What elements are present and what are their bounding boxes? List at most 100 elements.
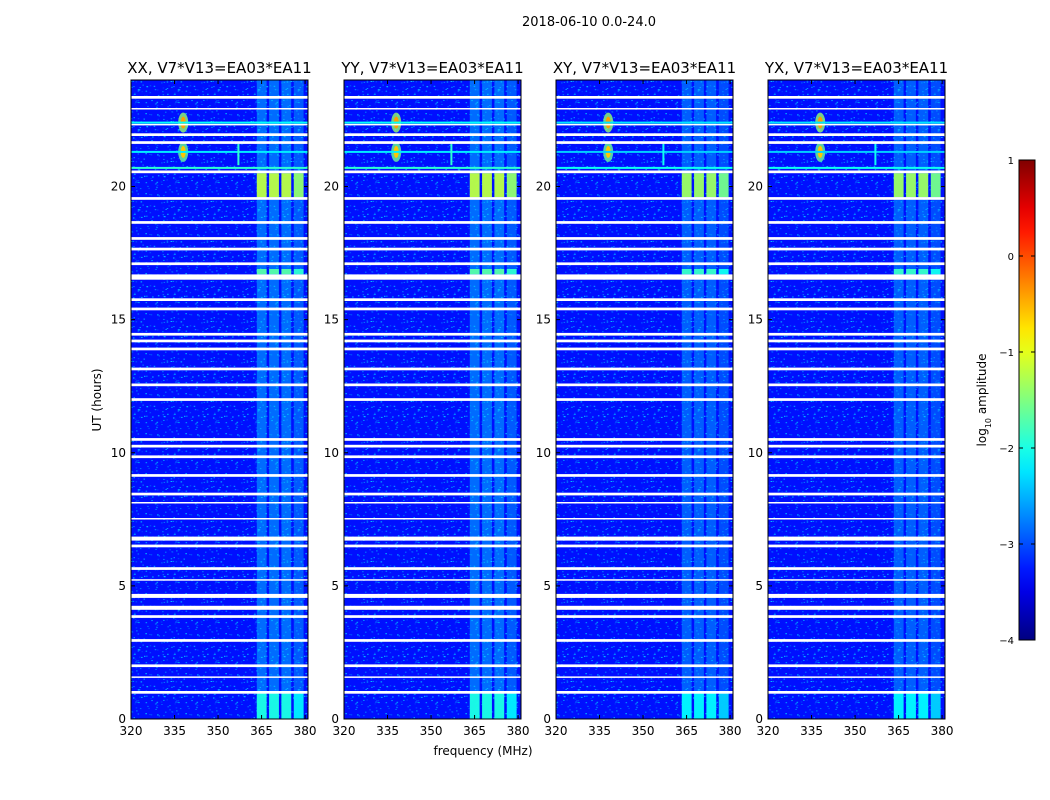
flagged-band: [131, 502, 308, 504]
rfi-block: [930, 692, 941, 719]
flagged-band: [131, 544, 308, 548]
flagged-band: [556, 444, 733, 448]
flagged-band: [556, 502, 733, 504]
colorbar-tick-label: 0: [1008, 252, 1014, 263]
rfi-line: [556, 166, 733, 169]
x-tick-label: 350: [420, 724, 443, 738]
rfi-block: [293, 269, 304, 275]
panel-title: YX, V7*V13=EA03*EA11: [764, 59, 948, 77]
panel-title: YY, V7*V13=EA03*EA11: [340, 59, 523, 77]
rfi-block: [906, 269, 916, 275]
flagged-band: [344, 474, 521, 477]
x-tick-label: 380: [931, 724, 954, 738]
flagged-band: [131, 307, 308, 311]
flagged-band: [344, 108, 521, 110]
x-axis-label: frequency (MHz): [433, 744, 532, 758]
flagged-band: [556, 639, 733, 642]
rfi-block: [482, 269, 492, 275]
rfi-line: [131, 150, 308, 153]
x-tick-label: 335: [163, 724, 186, 738]
rfi-block: [918, 269, 929, 275]
flagged-band: [344, 96, 521, 99]
y-tick-label: 15: [536, 313, 551, 327]
strong-rfi-block: [918, 173, 929, 198]
flagged-band: [131, 367, 308, 371]
flagged-band: [556, 691, 733, 694]
colorbar-gradient: [1018, 159, 1036, 641]
flagged-band: [344, 197, 521, 200]
x-tick-label: 320: [757, 724, 780, 738]
rfi-line: [344, 121, 521, 124]
flagged-band: [344, 639, 521, 642]
flagged-band: [768, 247, 945, 251]
flagged-band: [344, 444, 521, 448]
rfi-block: [893, 692, 904, 719]
rfi-block: [293, 692, 304, 719]
panel-2: YY, V7*V13=EA03*EA11 320 335 350 365 380 0 5 10 1…: [324, 59, 530, 738]
flagged-band: [556, 383, 733, 387]
y-tick-label: 0: [118, 712, 126, 726]
heatmap-image: [344, 80, 521, 719]
flagged-band: [344, 567, 521, 570]
rfi-block: [906, 692, 916, 719]
flagged-band: [131, 444, 308, 448]
flagged-band: [131, 108, 308, 110]
strong-rfi-block: [694, 173, 704, 198]
flagged-band: [768, 123, 945, 126]
flagged-band: [556, 274, 733, 280]
flagged-band: [768, 339, 945, 343]
colorbar-tick-label: 1: [1008, 156, 1014, 167]
y-tick-label: 15: [748, 313, 763, 327]
flagged-band: [556, 367, 733, 371]
x-tick-label: 320: [545, 724, 568, 738]
flagged-band: [131, 383, 308, 387]
flagged-band: [768, 536, 945, 541]
rfi-block: [893, 269, 904, 275]
y-tick-label: 5: [543, 579, 551, 593]
flagged-band: [768, 605, 945, 610]
rfi-block: [469, 269, 480, 275]
flagged-band: [131, 141, 308, 144]
flagged-band: [768, 221, 945, 224]
flagged-band: [768, 444, 945, 448]
colorbar-label: log10 amplitude: [975, 354, 993, 447]
flagged-band: [131, 691, 308, 694]
rfi-line: [768, 121, 945, 124]
y-tick-label: 15: [324, 313, 339, 327]
rfi-block: [506, 269, 517, 275]
rfi-line: [131, 166, 308, 169]
x-tick-label: 365: [887, 724, 910, 738]
strong-rfi-block: [893, 173, 904, 198]
strong-rfi-block: [906, 173, 916, 198]
flagged-band: [556, 593, 733, 598]
rfi-block: [506, 692, 517, 719]
y-tick-label: 20: [748, 180, 763, 194]
x-tick-label: 365: [463, 724, 486, 738]
flagged-band: [768, 502, 945, 504]
rfi-block: [681, 269, 692, 275]
flagged-band: [556, 567, 733, 570]
flagged-band: [768, 518, 945, 520]
rfi-block: [718, 692, 729, 719]
flagged-band: [556, 133, 733, 136]
flagged-band: [131, 262, 308, 266]
panel-title: XX, V7*V13=EA03*EA11: [127, 59, 311, 77]
flagged-band: [556, 123, 733, 126]
figure-title: 2018-06-10 0.0-24.0: [522, 15, 656, 30]
flagged-band: [768, 398, 945, 401]
rfi-streak: [662, 143, 665, 166]
flagged-band: [344, 347, 521, 351]
y-tick-label: 10: [748, 446, 763, 460]
y-tick-label: 20: [536, 180, 551, 194]
x-tick-label: 350: [632, 724, 655, 738]
flagged-band: [344, 367, 521, 371]
flagged-band: [344, 298, 521, 301]
rfi-block: [706, 692, 717, 719]
colorbar-tick-label: −2: [999, 444, 1014, 455]
flagged-band: [556, 96, 733, 99]
panels: XX, V7*V13=EA03*EA11 320 335 350 365 380 0 5 10 1…: [111, 59, 954, 738]
flagged-band: [556, 141, 733, 144]
rfi-block: [269, 269, 279, 275]
flagged-band: [768, 298, 945, 301]
colorbar: −4 −3 −2 −1 0 1 log10 amplitude: [975, 156, 1036, 647]
